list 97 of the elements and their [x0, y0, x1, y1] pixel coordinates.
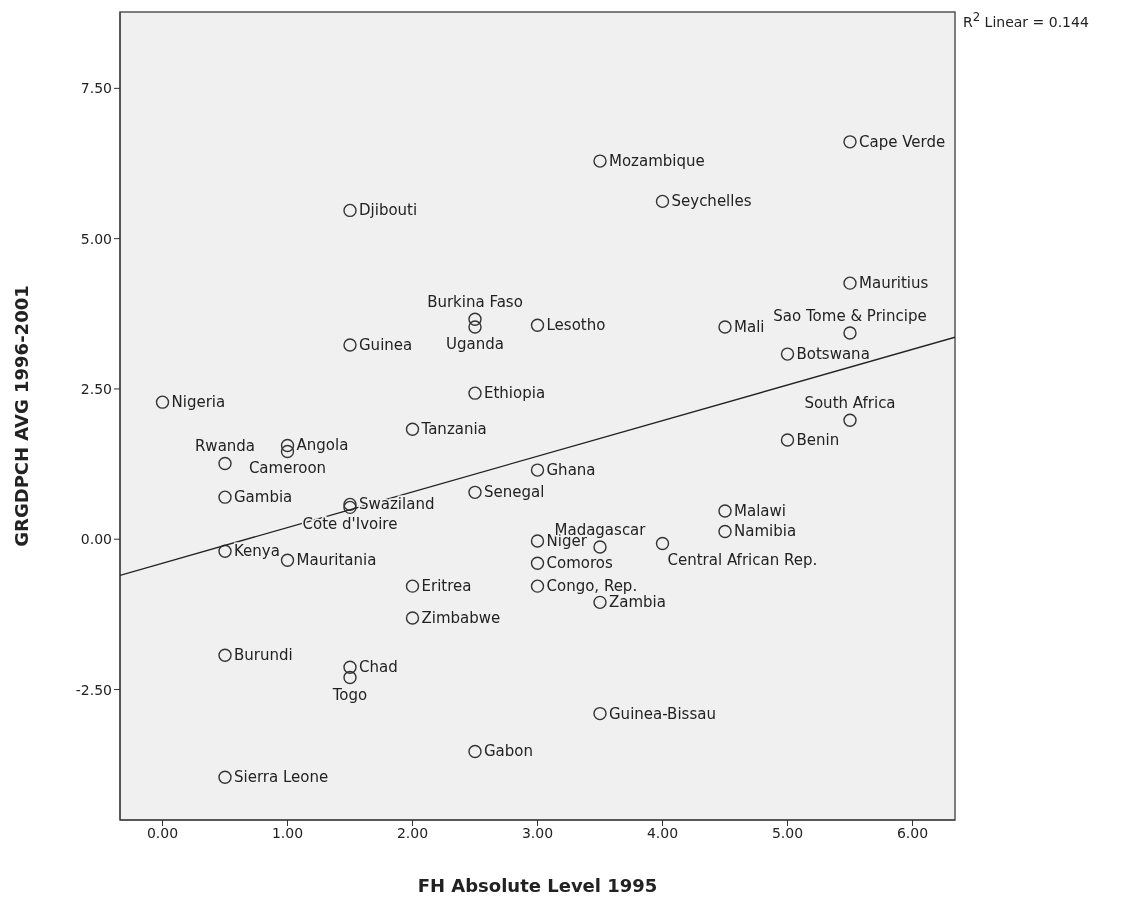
annotation: Senegal — [484, 483, 545, 502]
point — [843, 135, 857, 149]
annotation: Botswana — [796, 345, 870, 364]
point — [218, 456, 232, 471]
point — [218, 648, 232, 662]
point — [468, 320, 482, 334]
x-tick-label: 1.00 — [271, 824, 304, 841]
point — [655, 536, 670, 551]
point — [655, 194, 670, 209]
annotation: Lesotho — [546, 316, 606, 335]
point — [468, 485, 482, 500]
annotation: Chad — [359, 658, 398, 677]
point — [780, 347, 795, 361]
annotation: Eritrea — [421, 577, 472, 596]
y-axis-title: GRGDPCH AVG 1996-2001 — [11, 285, 33, 547]
y-tick-label: 2.50 — [80, 380, 112, 397]
point — [530, 318, 545, 332]
point — [343, 670, 357, 685]
point — [405, 579, 420, 593]
x-axis-title: FH Absolute Level 1995 — [417, 875, 658, 896]
point — [780, 433, 795, 447]
annotation: Comoros — [546, 554, 613, 573]
annotation: Mozambique — [609, 152, 705, 171]
point — [155, 395, 170, 409]
point — [343, 660, 357, 674]
annotation: Mali — [734, 318, 765, 337]
annotation: Benin — [796, 431, 840, 450]
y-tick-label: 0.00 — [80, 531, 112, 548]
point — [593, 706, 607, 721]
annotation: Cape Verde — [859, 132, 946, 151]
point — [530, 556, 545, 570]
annotation: Swaziland — [359, 495, 435, 514]
point — [468, 312, 482, 326]
annotation: Sao Tome & Principe — [773, 307, 927, 326]
point — [343, 203, 357, 218]
annotation: Guinea — [359, 336, 413, 355]
annotation: Nigeria — [171, 393, 226, 412]
point — [593, 595, 607, 610]
point — [843, 326, 857, 340]
annotation: Burkina Faso — [427, 293, 523, 312]
point — [593, 154, 607, 168]
annotation: Zimbabwe — [421, 609, 501, 627]
x-tick-label: 5.00 — [771, 824, 804, 841]
point — [593, 540, 607, 554]
point — [530, 463, 545, 477]
point — [218, 770, 232, 785]
point — [405, 611, 420, 625]
point — [218, 544, 232, 558]
annotation: Togo — [331, 685, 368, 704]
point — [468, 386, 482, 400]
annotation: Djibouti — [359, 201, 418, 220]
point — [843, 276, 857, 290]
x-tick-label: 4.00 — [646, 824, 679, 841]
annotation: Gabon — [484, 742, 534, 761]
x-tick-label: 0.00 — [146, 824, 179, 841]
point — [530, 534, 545, 548]
annotation: Mauritania — [296, 551, 377, 570]
point — [280, 444, 295, 459]
point — [718, 524, 732, 539]
y-tick-label: -2.50 — [75, 681, 112, 698]
y-tick-label: 7.50 — [80, 80, 112, 97]
annotation: Angola — [296, 436, 349, 455]
annotation: Guinea-Bissau — [609, 704, 716, 723]
point — [218, 490, 232, 504]
point — [718, 320, 732, 334]
annotation: Burundi — [234, 646, 293, 665]
x-tick-label: 2.00 — [396, 824, 429, 841]
text: R$^{2}$ Linear = 0.144 — [963, 10, 1089, 30]
annotation: Uganda — [446, 335, 504, 354]
annotation: Malawi — [734, 501, 786, 520]
point — [405, 422, 420, 436]
point — [468, 744, 482, 759]
x-tick-label: 6.00 — [896, 824, 929, 841]
annotation: Central African Rep. — [667, 551, 818, 570]
annotation: Gambia — [234, 488, 293, 507]
annotation: Cote d'Ivoire — [302, 515, 398, 534]
annotation: Sierra Leone — [234, 768, 329, 787]
y-tick-label: 5.00 — [80, 230, 112, 247]
point — [280, 553, 295, 567]
annotation: Mauritius — [859, 274, 929, 293]
x-tick-label: 3.00 — [521, 824, 554, 841]
annotation: Ghana — [546, 461, 596, 480]
annotation: Ethiopia — [484, 384, 546, 403]
point — [343, 338, 357, 352]
annotation: Rwanda — [194, 437, 256, 456]
point — [280, 438, 295, 453]
point — [843, 413, 857, 427]
annotation: Tanzania — [420, 420, 487, 439]
annotation: Seychelles — [671, 192, 752, 211]
annotation: Namibia — [734, 522, 797, 541]
annotation: Congo, Rep. — [546, 577, 638, 596]
point — [718, 504, 732, 518]
point — [530, 579, 545, 593]
annotation: South Africa — [804, 394, 896, 413]
annotation: Cameroon — [248, 459, 327, 478]
annotation: Kenya — [234, 542, 280, 561]
annotation: Zambia — [609, 593, 666, 612]
